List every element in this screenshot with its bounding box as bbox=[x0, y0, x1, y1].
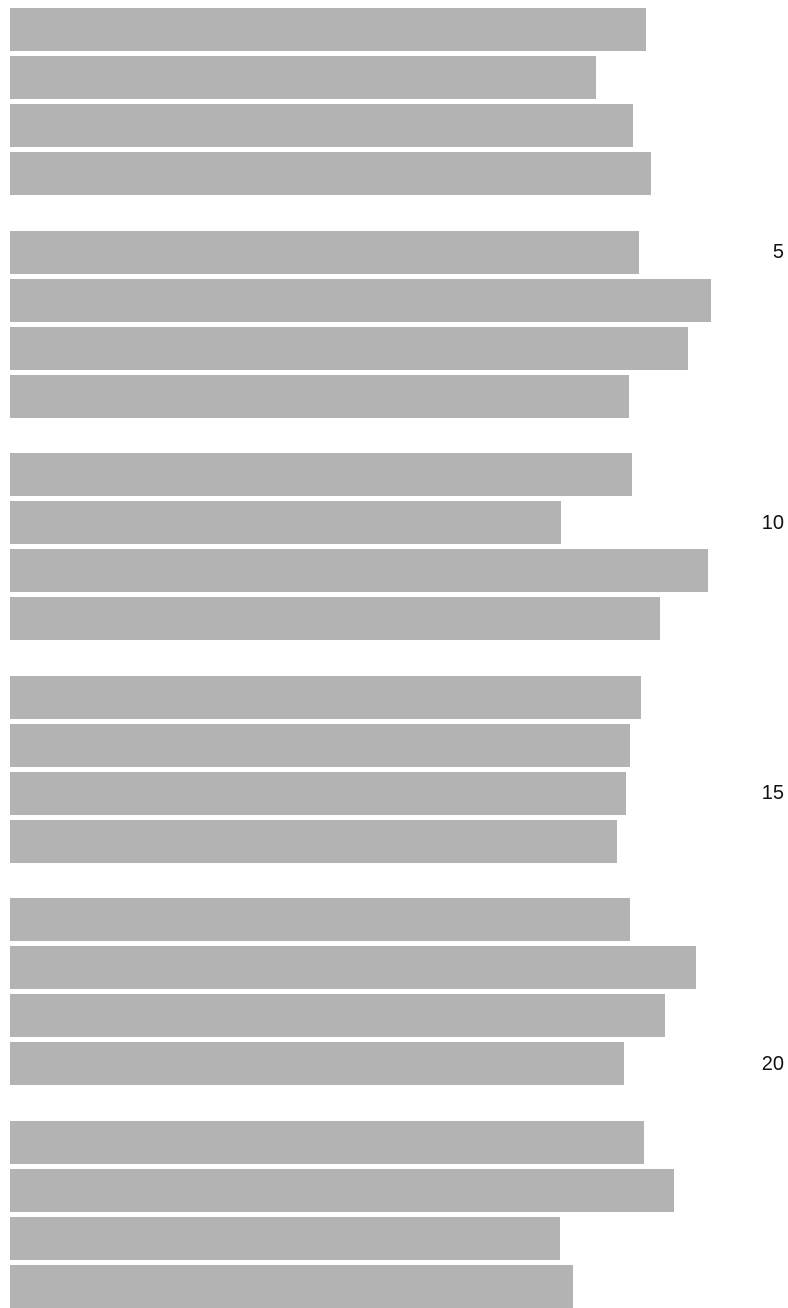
redacted-text-line bbox=[10, 676, 641, 719]
redacted-text-line bbox=[10, 279, 711, 322]
redacted-text-line bbox=[10, 1169, 674, 1212]
line-number: 10 bbox=[761, 512, 784, 534]
redacted-text-line bbox=[10, 8, 646, 51]
redacted-text-line bbox=[10, 327, 688, 370]
redacted-text-line bbox=[10, 1121, 644, 1164]
redacted-text-line bbox=[10, 994, 665, 1037]
redacted-text-line bbox=[10, 772, 626, 815]
redacted-text-line bbox=[10, 946, 696, 989]
redacted-text-line bbox=[10, 152, 651, 195]
redacted-text-line bbox=[10, 375, 629, 418]
redacted-text-line bbox=[10, 1265, 573, 1308]
redacted-text-line bbox=[10, 104, 633, 147]
redacted-text-line bbox=[10, 501, 561, 544]
line-number: 15 bbox=[761, 782, 784, 804]
redacted-text-line bbox=[10, 453, 632, 496]
redacted-text-line bbox=[10, 597, 660, 640]
line-number: 20 bbox=[761, 1053, 784, 1075]
redacted-text-line bbox=[10, 820, 617, 863]
line-number: 5 bbox=[772, 241, 784, 263]
redacted-text-line bbox=[10, 549, 708, 592]
redacted-text-line bbox=[10, 56, 596, 99]
redacted-text-line bbox=[10, 898, 630, 941]
redacted-text-line bbox=[10, 724, 630, 767]
redacted-text-line bbox=[10, 231, 639, 274]
redacted-text-line bbox=[10, 1217, 560, 1260]
redacted-text-line bbox=[10, 1042, 624, 1085]
